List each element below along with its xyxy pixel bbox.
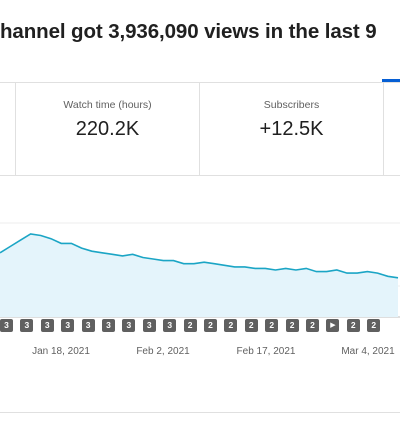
upload-count-badge[interactable]: 3 <box>61 319 75 332</box>
upload-count-badge[interactable]: 2 <box>244 319 258 332</box>
upload-count-badge[interactable]: 2 <box>306 319 319 332</box>
metric-cards: Watch time (hours) 220.2K Subscribers +1… <box>0 82 400 176</box>
series-line <box>0 233 399 279</box>
upload-count-badge[interactable]: 3 <box>142 319 156 332</box>
upload-count-badge[interactable]: 3 <box>163 319 177 332</box>
upload-count-badge[interactable]: 3 <box>122 319 136 332</box>
upload-count-badge[interactable]: 3 <box>0 319 13 332</box>
views-chart[interactable] <box>0 220 400 320</box>
upload-count-badge[interactable]: 2 <box>204 319 217 332</box>
upload-count-badge[interactable]: 3 <box>20 319 34 332</box>
upload-count-badge[interactable]: 2 <box>285 319 299 332</box>
page-title: hannel got 3,936,090 views in the last 9 <box>0 20 377 43</box>
divider <box>0 412 400 413</box>
upload-count-badge[interactable]: 2 <box>367 319 381 332</box>
metric-card-watch-time[interactable]: Watch time (hours) 220.2K <box>16 83 200 175</box>
selected-tab-indicator <box>382 79 400 82</box>
series-area <box>0 234 398 317</box>
upload-count-badge[interactable]: 2 <box>224 319 238 332</box>
upload-count-badge[interactable]: 2 <box>183 319 197 332</box>
upload-count-badge[interactable]: 2 <box>265 319 279 332</box>
upload-count-badge[interactable]: 3 <box>102 319 115 332</box>
metric-label: Subscribers <box>263 99 320 111</box>
upload-count-badge[interactable]: 3 <box>81 319 95 332</box>
x-tick-label: Mar 4, 2021 <box>341 346 395 357</box>
metric-value: 220.2K <box>75 118 140 140</box>
x-tick-label: Feb 17, 2021 <box>236 346 296 357</box>
x-tick-label: Jan 18, 2021 <box>32 346 90 357</box>
metric-card-views[interactable] <box>0 83 16 175</box>
play-icon[interactable]: ▶ <box>326 319 340 332</box>
x-tick-label: Feb 2, 2021 <box>136 346 190 357</box>
upload-count-badge[interactable]: 3 <box>40 319 54 332</box>
metric-card-subscribers[interactable]: Subscribers +12.5K <box>200 83 384 175</box>
upload-count-badge[interactable]: 2 <box>346 319 360 332</box>
metric-label: Watch time (hours) <box>63 99 152 111</box>
upload-markers: 3 3 3 3 3 3 3 3 3 2 2 2 2 2 2 2 ▶ 2 2 <box>0 319 400 333</box>
metric-value: +12.5K <box>259 118 324 140</box>
